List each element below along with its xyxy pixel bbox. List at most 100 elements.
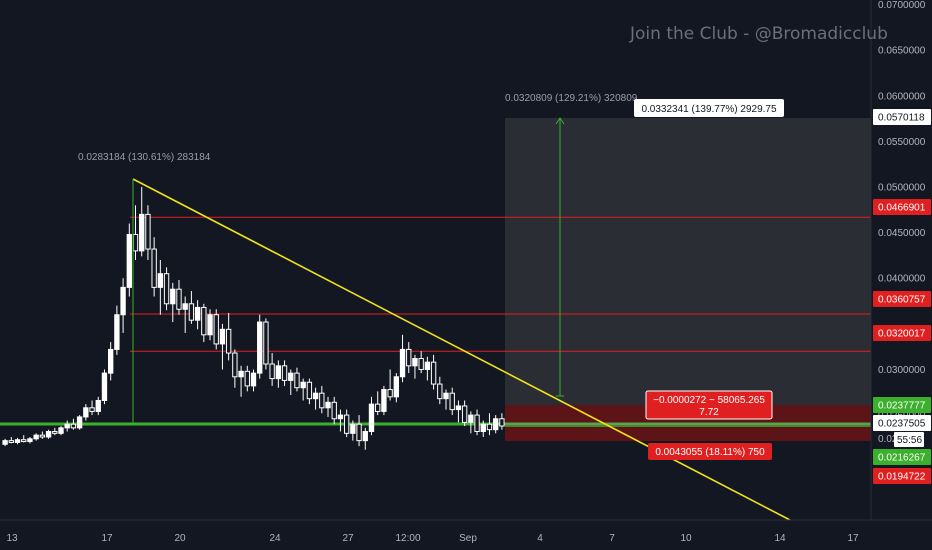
- svg-text:0.0194722: 0.0194722: [878, 472, 926, 483]
- svg-text:7.72: 7.72: [699, 407, 719, 418]
- candle: [294, 367, 300, 392]
- price-levels: [0, 216, 871, 427]
- candle: [8, 436, 14, 444]
- svg-text:0.0466901: 0.0466901: [878, 203, 926, 214]
- time-tick-label: 17: [101, 533, 113, 544]
- time-tick-label: 20: [174, 533, 186, 544]
- candle: [499, 413, 505, 430]
- candle: [424, 356, 431, 381]
- candle: [83, 404, 89, 421]
- countdown-label: 55:56: [897, 435, 922, 446]
- candle: [375, 391, 381, 416]
- candle: [120, 278, 126, 333]
- price-tag-resistance: 0.0320017: [873, 325, 931, 341]
- candle: [89, 400, 95, 416]
- candle: [412, 354, 418, 379]
- candle: [449, 387, 455, 416]
- candle: [300, 378, 306, 401]
- candle: [275, 360, 282, 388]
- candle: [114, 305, 120, 355]
- candle: [387, 369, 393, 401]
- candle: [325, 396, 331, 417]
- price-tick-label: 0.0550000: [878, 137, 926, 148]
- candle: [437, 376, 443, 405]
- time-axis[interactable]: 13 17 20 24 27 12:00 Sep 4 7 10 14 17: [6, 533, 859, 544]
- svg-text:0.0360757: 0.0360757: [878, 295, 926, 306]
- candle: [399, 334, 406, 383]
- candle: [493, 415, 499, 434]
- candle: [281, 360, 288, 386]
- partial-tick-label: 0.02: [878, 434, 898, 445]
- candle: [170, 282, 176, 323]
- candle: [312, 387, 319, 410]
- candle: [176, 280, 182, 315]
- price-tick-label: 0.0300000: [878, 365, 926, 376]
- svg-text:−0.0000272 ~ 58065.265: −0.0000272 ~ 58065.265: [653, 395, 765, 406]
- target-zone: [505, 118, 871, 405]
- candle: [468, 411, 474, 434]
- candle: [418, 351, 424, 374]
- candle: [126, 223, 132, 297]
- candle: [362, 427, 368, 450]
- price-tick-label: 0.0450000: [878, 228, 926, 239]
- candle: [2, 438, 8, 447]
- candle: [455, 400, 462, 423]
- drawings: [132, 117, 791, 521]
- candle: [219, 323, 226, 370]
- time-tick-label: 12:00: [395, 533, 420, 544]
- candle: [343, 409, 350, 437]
- candle: [58, 426, 64, 436]
- price-tick-label: 0.0700000: [878, 0, 926, 11]
- time-tick-label: 14: [774, 533, 786, 544]
- candle: [201, 303, 207, 343]
- candle: [52, 427, 58, 436]
- svg-text:0.0237777: 0.0237777: [878, 401, 926, 412]
- candle: [188, 291, 195, 324]
- candle: [356, 415, 362, 447]
- candle: [101, 369, 108, 405]
- target-measure-label: 0.0320809 (129.21%) 320809: [505, 93, 638, 104]
- price-tick-label: 0.0650000: [878, 46, 926, 57]
- candle: [257, 314, 263, 379]
- candle: [194, 300, 201, 330]
- candle: [393, 373, 400, 403]
- svg-text:0.0043055 (18.11%) 750: 0.0043055 (18.11%) 750: [655, 447, 765, 458]
- candle: [182, 296, 188, 333]
- candle: [207, 309, 213, 341]
- candle: [443, 389, 449, 410]
- candle: [461, 400, 468, 427]
- target-box: 0.0332341 (139.77%) 2929.75: [634, 99, 784, 117]
- candle: [430, 354, 437, 390]
- time-tick-label: 10: [680, 533, 692, 544]
- price-tag-entry: 0.0237777: [873, 397, 931, 413]
- annotation-labels: 0.0283184 (130.61%) 283184 0.0320809 (129…: [78, 93, 784, 460]
- time-tick-label: 24: [269, 533, 281, 544]
- price-tag-target: 0.0570118: [873, 109, 931, 125]
- candle: [486, 413, 493, 436]
- candle: [27, 436, 33, 444]
- candle: [474, 409, 480, 436]
- candle: [331, 396, 337, 425]
- svg-text:0.0332341 (139.77%) 2929.75: 0.0332341 (139.77%) 2929.75: [641, 104, 777, 115]
- candle: [64, 420, 70, 432]
- price-tag-resistance: 0.0466901: [873, 199, 931, 215]
- price-tags: 0.0570118 0.0466901 0.0360757 0.0320017 0.02…: [873, 109, 931, 484]
- candle: [14, 437, 21, 445]
- candle: [45, 429, 52, 439]
- candle: [306, 378, 313, 405]
- candle: [107, 342, 114, 381]
- time-tick-label: 4: [537, 533, 543, 544]
- candle: [238, 365, 244, 397]
- price-tag-stop: 0.0194722: [873, 468, 931, 484]
- candle: [350, 420, 356, 441]
- price-tag-resistance: 0.0360757: [873, 291, 931, 307]
- time-tick-label: 7: [609, 533, 615, 544]
- candle: [244, 365, 250, 392]
- candle: [368, 396, 375, 436]
- trendline: [132, 178, 791, 521]
- candle: [95, 396, 101, 416]
- candle: [157, 260, 164, 315]
- candle: [163, 267, 170, 311]
